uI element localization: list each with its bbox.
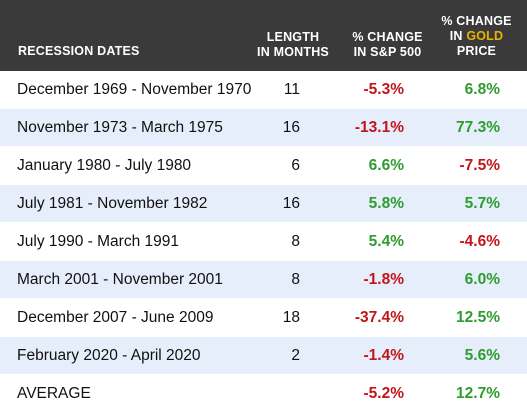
average-sp-change: -5.2% [363,385,405,402]
row-length: 8 [291,233,300,250]
row-length: 2 [291,347,300,364]
header-gold-prefix: IN [449,29,467,43]
row-gold-change: 77.3% [456,119,500,136]
row-gold-change: 5.7% [464,195,500,212]
header-recession-dates: RECESSION DATES [18,44,140,58]
row-dates: December 1969 - November 1970 [17,81,252,98]
row-sp-change: 5.4% [368,233,404,250]
row-length: 8 [291,271,300,288]
header-sp-change: % CHANGE IN S&P 500 [345,30,430,60]
table-header: RECESSION DATES LENGTH IN MONTHS % CHANG… [0,0,527,71]
header-gold-word: GOLD [466,29,504,43]
row-sp-change: -13.1% [354,119,404,136]
header-length: LENGTH IN MONTHS [253,30,333,60]
row-dates: July 1981 - November 1982 [17,195,208,212]
row-gold-change: 12.5% [456,309,500,326]
header-length-line1: LENGTH [266,30,320,44]
header-gold-line2: IN GOLD [434,29,519,44]
average-row: AVERAGE -5.2% 12.7% [0,375,527,413]
table-row: July 1990 - March 1991 8 5.4% -4.6% [0,223,527,261]
row-sp-change: 5.8% [368,195,404,212]
row-sp-change: 6.6% [368,157,404,174]
table-row: July 1981 - November 1982 16 5.8% 5.7% [0,185,527,223]
row-dates: January 1980 - July 1980 [17,157,192,174]
row-sp-change: -37.4% [354,309,404,326]
table-row: January 1980 - July 1980 6 6.6% -7.5% [0,147,527,185]
row-dates: March 2001 - November 2001 [17,271,223,288]
row-gold-change: -4.6% [459,233,501,250]
row-dates: July 1990 - March 1991 [17,233,179,250]
table-row: March 2001 - November 2001 8 -1.8% 6.0% [0,261,527,299]
table-row: December 2007 - June 2009 18 -37.4% 12.5% [0,299,527,337]
header-gold-line1: % CHANGE [441,14,512,28]
header-sp-line1: % CHANGE [352,30,423,44]
header-gold-change: % CHANGE IN GOLD PRICE [434,14,519,59]
row-length: 11 [283,81,300,98]
row-gold-change: 6.8% [464,81,500,98]
header-gold-line3: PRICE [456,44,497,58]
row-sp-change: -1.4% [363,347,405,364]
header-length-line2: IN MONTHS [257,45,329,59]
row-gold-change: 6.0% [464,271,500,288]
average-label: AVERAGE [17,385,91,402]
row-length: 6 [291,157,300,174]
table-row: December 1969 - November 1970 11 -5.3% 6.8% [0,71,527,109]
table-body: December 1969 - November 1970 11 -5.3% 6.8%… [0,71,527,375]
row-sp-change: -1.8% [363,271,405,288]
row-dates: November 1973 - March 1975 [17,119,223,136]
row-length: 16 [282,119,300,136]
row-dates: February 2020 - April 2020 [17,347,201,364]
row-dates: December 2007 - June 2009 [17,309,214,326]
row-gold-change: -7.5% [459,157,501,174]
average-gold-change: 12.7% [456,385,500,402]
header-sp-line2: IN S&P 500 [353,45,422,59]
row-length: 18 [282,309,300,326]
row-gold-change: 5.6% [464,347,500,364]
row-sp-change: -5.3% [363,81,405,98]
table-row: November 1973 - March 1975 16 -13.1% 77.3% [0,109,527,147]
row-length: 16 [282,195,300,212]
table-row: February 2020 - April 2020 2 -1.4% 5.6% [0,337,527,375]
